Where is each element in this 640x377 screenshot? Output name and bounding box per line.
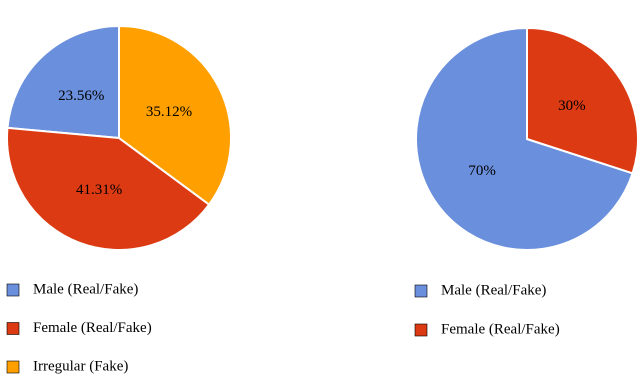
slice-label: 70%	[468, 163, 496, 179]
pie-slice	[118, 24, 232, 206]
legend-swatch	[6, 283, 20, 297]
legend-label: Irregular (Fake)	[33, 358, 128, 374]
slice-label: 41.31%	[76, 182, 122, 198]
legend-label: Male (Real/Fake)	[441, 282, 546, 298]
pie-slice	[6, 24, 120, 140]
legend-swatch	[414, 323, 428, 337]
legend-label: Female (Real/Fake)	[441, 321, 560, 337]
legend-swatch	[6, 322, 20, 335]
pie-slice	[6, 126, 211, 251]
slice-label: 30%	[558, 98, 586, 114]
legend-label: Male (Real/Fake)	[33, 281, 138, 297]
legend-swatch	[6, 360, 20, 374]
slice-label: 23.56%	[58, 88, 104, 104]
legend-label: Female (Real/Fake)	[33, 320, 152, 336]
slice-label: 35.12%	[146, 104, 192, 120]
legend-swatch	[414, 284, 428, 298]
pie-slice	[415, 26, 634, 251]
pie-slice	[526, 26, 639, 175]
